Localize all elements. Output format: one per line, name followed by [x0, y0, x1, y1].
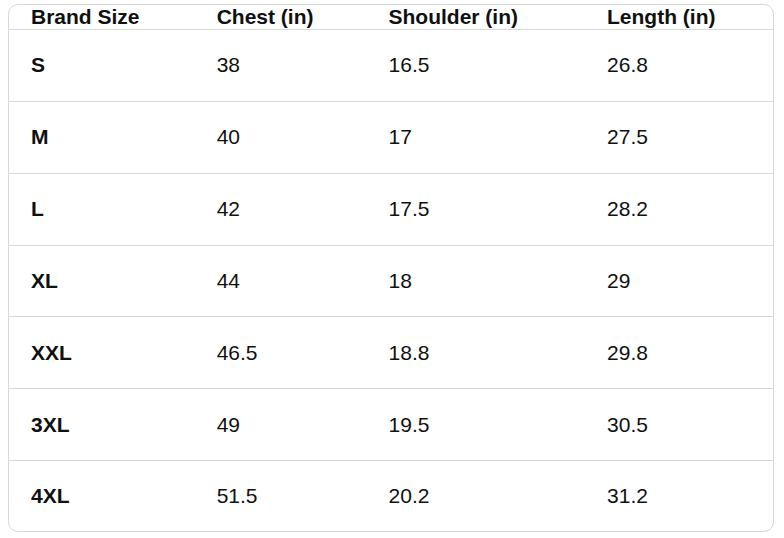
shoulder-cell: 18 [367, 245, 586, 317]
shoulder-cell: 19.5 [367, 389, 586, 461]
header-cell-shoulder: Shoulder (in) [367, 5, 586, 30]
length-cell: 29.8 [585, 317, 773, 389]
table-row: 3XL 49 19.5 30.5 [9, 389, 773, 461]
length-cell: 31.2 [585, 461, 773, 531]
size-chart-panel: Brand Size Chest (in) Shoulder (in) Leng… [8, 4, 774, 532]
shoulder-cell: 17 [367, 101, 586, 173]
chest-cell: 40 [195, 101, 367, 173]
table-row: S 38 16.5 26.8 [9, 30, 773, 102]
size-cell: S [9, 30, 195, 102]
header-row: Brand Size Chest (in) Shoulder (in) Leng… [9, 5, 773, 30]
length-cell: 30.5 [585, 389, 773, 461]
length-cell: 28.2 [585, 173, 773, 245]
size-cell: 3XL [9, 389, 195, 461]
table-header: Brand Size Chest (in) Shoulder (in) Leng… [9, 5, 773, 30]
size-cell: L [9, 173, 195, 245]
table-row: M 40 17 27.5 [9, 101, 773, 173]
length-cell: 29 [585, 245, 773, 317]
chest-cell: 42 [195, 173, 367, 245]
shoulder-cell: 18.8 [367, 317, 586, 389]
shoulder-cell: 17.5 [367, 173, 586, 245]
length-cell: 27.5 [585, 101, 773, 173]
table-row: XL 44 18 29 [9, 245, 773, 317]
table-row: 4XL 51.5 20.2 31.2 [9, 461, 773, 531]
chest-cell: 51.5 [195, 461, 367, 531]
header-cell-length: Length (in) [585, 5, 773, 30]
table-body: S 38 16.5 26.8 M 40 17 27.5 L 42 17.5 28… [9, 30, 773, 532]
chest-cell: 38 [195, 30, 367, 102]
size-cell: XXL [9, 317, 195, 389]
table-row: XXL 46.5 18.8 29.8 [9, 317, 773, 389]
table-row: L 42 17.5 28.2 [9, 173, 773, 245]
chest-cell: 44 [195, 245, 367, 317]
size-cell: M [9, 101, 195, 173]
shoulder-cell: 16.5 [367, 30, 586, 102]
header-cell-brand-size: Brand Size [9, 5, 195, 30]
chest-cell: 49 [195, 389, 367, 461]
shoulder-cell: 20.2 [367, 461, 586, 531]
size-cell: XL [9, 245, 195, 317]
length-cell: 26.8 [585, 30, 773, 102]
size-cell: 4XL [9, 461, 195, 531]
header-cell-chest: Chest (in) [195, 5, 367, 30]
chest-cell: 46.5 [195, 317, 367, 389]
size-chart-table: Brand Size Chest (in) Shoulder (in) Leng… [9, 5, 773, 531]
